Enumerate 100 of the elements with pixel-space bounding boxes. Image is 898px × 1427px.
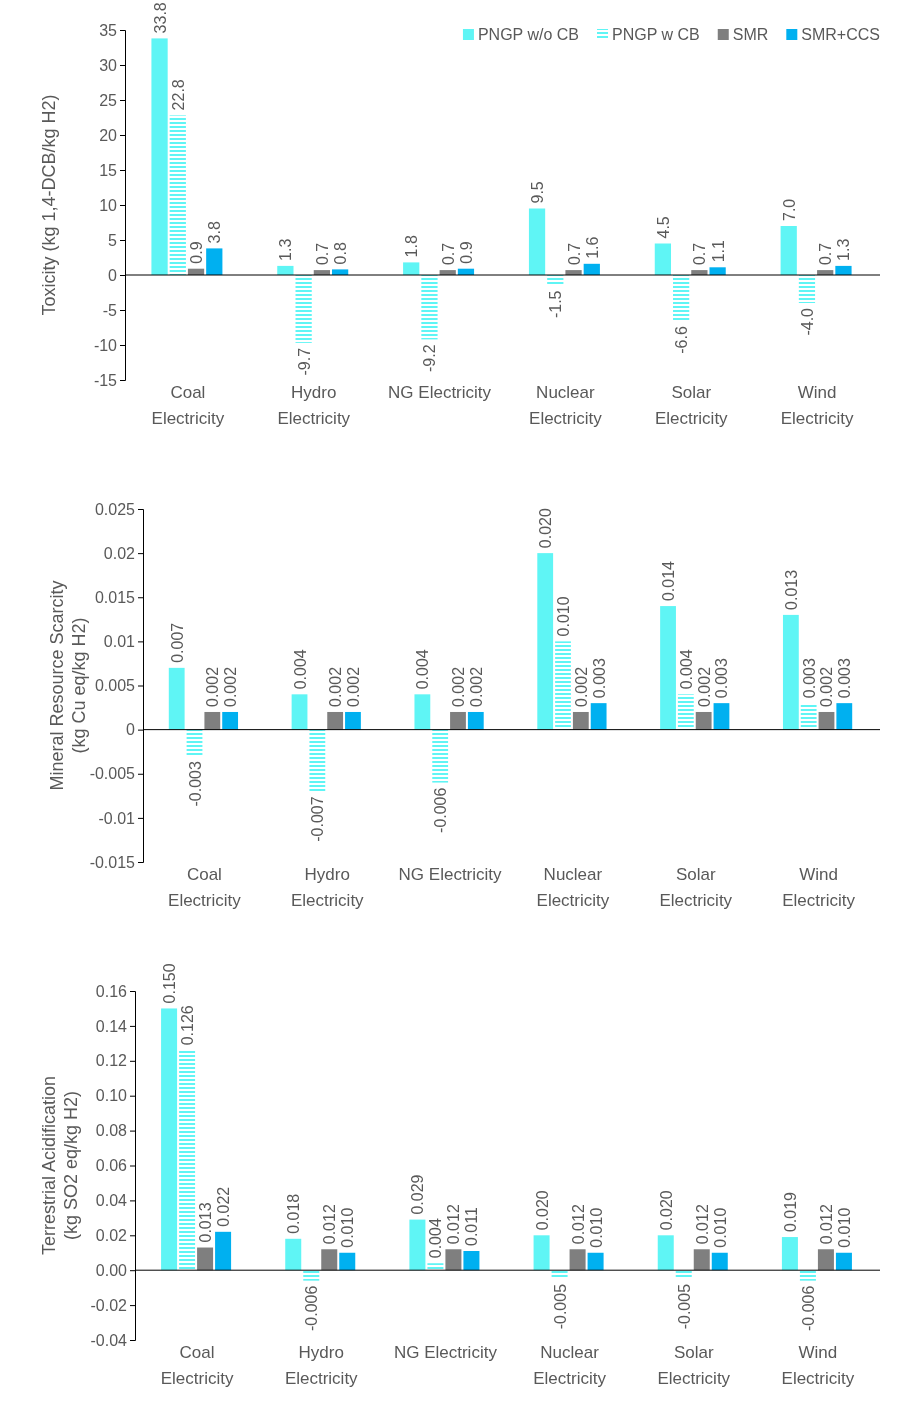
bar: [445, 1249, 462, 1271]
data-label: 0.150: [161, 963, 179, 1004]
data-label: -0.005: [675, 1283, 693, 1330]
data-label: 0.007: [168, 622, 186, 663]
y-tick-label: 0.015: [94, 588, 136, 606]
data-label: 0.019: [781, 1191, 799, 1233]
bar: [309, 729, 326, 792]
data-label: 0.002: [327, 666, 345, 707]
bar: [590, 703, 607, 730]
bar: [799, 1270, 816, 1281]
bar: [168, 667, 185, 730]
y-tick-label: 0.06: [95, 1157, 128, 1175]
x-tick-label: Hydro Electricity: [277, 383, 351, 429]
data-label: 22.8: [169, 79, 187, 111]
bar: [467, 711, 484, 730]
bar: [709, 267, 726, 275]
bar: [835, 265, 852, 275]
bar: [186, 729, 203, 757]
y-tick-label: 0: [126, 721, 136, 739]
bar: [463, 1251, 480, 1271]
y-tick-label: -10: [93, 336, 118, 354]
data-label: 0.002: [344, 666, 362, 707]
bar: [222, 711, 239, 730]
bar: [169, 115, 186, 275]
y-tick-label: 0.02: [103, 544, 136, 562]
data-label: 1.3: [835, 238, 853, 261]
x-tick-label: NG Electricity: [398, 865, 503, 884]
data-label: 0.010: [339, 1207, 357, 1248]
bar: [657, 1235, 674, 1271]
data-label: 0.020: [533, 1190, 551, 1231]
bar: [321, 1249, 338, 1271]
bar: [572, 711, 589, 730]
x-tick-label: Nuclear Electricity: [529, 383, 603, 429]
data-label: 0.003: [836, 658, 854, 699]
data-label: 0.002: [204, 666, 222, 707]
y-tick-label: -15: [93, 371, 118, 389]
data-label: 0.003: [713, 658, 731, 699]
bar: [695, 711, 712, 730]
x-tick-label: Wind Electricity: [781, 1343, 855, 1389]
bar: [450, 711, 466, 730]
data-label: 0.013: [782, 569, 800, 610]
data-label: -0.006: [432, 787, 450, 833]
data-label: 7.0: [780, 198, 798, 221]
bar: [798, 275, 816, 303]
data-label: -0.006: [303, 1285, 321, 1332]
bar: [675, 1270, 692, 1279]
data-label: 0.004: [414, 649, 432, 690]
bar: [587, 1252, 604, 1271]
bar: [551, 1270, 568, 1279]
x-tick-label: Solar Electricity: [659, 865, 733, 911]
x-tick-label: Solar Electricity: [657, 1343, 731, 1389]
data-label: 0.002: [449, 666, 467, 707]
x-tick-label: Hydro Electricity: [290, 865, 365, 911]
data-label: 0.012: [693, 1204, 711, 1245]
data-label: 0.7: [565, 242, 583, 266]
bar: [295, 275, 312, 343]
y-axis-title: Mineral Resource Scarcity (kg Cu eq/kg H2): [47, 580, 89, 791]
y-tick-label: 10: [99, 196, 118, 214]
y-tick-label: -0.01: [98, 809, 136, 827]
data-label: 0.9: [457, 241, 475, 264]
data-label: -0.007: [309, 796, 327, 842]
x-tick-label: Coal Electricity: [160, 1343, 234, 1389]
bar: [780, 226, 797, 275]
bar: [660, 606, 676, 730]
data-label: 3.8: [206, 221, 224, 244]
bar: [291, 694, 308, 730]
data-label: -0.006: [799, 1285, 817, 1332]
data-label: 1.3: [277, 238, 295, 261]
bar: [151, 38, 168, 275]
y-tick-label: 25: [99, 91, 118, 109]
bar: [339, 1252, 356, 1271]
bar: [206, 248, 223, 275]
x-tick-label: Nuclear Electricity: [533, 1343, 607, 1389]
bar: [414, 694, 431, 730]
data-label: 0.126: [179, 1005, 197, 1046]
bar: [533, 1235, 550, 1271]
x-tick-label: NG Electricity: [388, 383, 492, 402]
bar: [711, 1252, 728, 1271]
bar: [800, 703, 817, 730]
bar: [693, 1249, 710, 1271]
data-label: 0.010: [555, 596, 573, 637]
data-label: 0.010: [587, 1207, 605, 1248]
y-tick-label: -0.015: [89, 853, 136, 871]
bar: [677, 694, 694, 730]
bar: [204, 711, 221, 730]
bar: [836, 703, 853, 730]
bar: [409, 1219, 426, 1271]
y-tick-label: 20: [99, 126, 118, 144]
data-label: -9.2: [421, 344, 439, 372]
y-tick-label: 0.10: [95, 1087, 128, 1105]
y-tick-label: 0: [108, 266, 118, 284]
x-tick-label: Coal Electricity: [168, 865, 242, 911]
y-tick-label: -0.02: [90, 1296, 128, 1314]
bar: [161, 1008, 178, 1271]
data-label: 0.8: [332, 242, 350, 265]
y-tick-label: 30: [99, 56, 118, 74]
data-label: 0.013: [197, 1202, 215, 1243]
bar: [782, 614, 799, 730]
data-label: 0.002: [572, 666, 590, 707]
data-label: 0.020: [657, 1190, 675, 1231]
